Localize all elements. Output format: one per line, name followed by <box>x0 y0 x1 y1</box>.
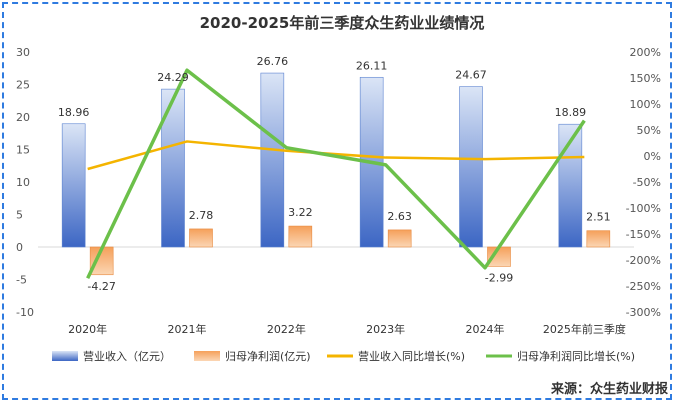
revenue-bar-label: 18.96 <box>58 106 90 119</box>
left-axis-tick-label: -10 <box>16 306 34 319</box>
x-axis-category-label: 2024年 <box>466 322 505 336</box>
revenue-bar <box>260 72 285 248</box>
bars <box>61 72 611 276</box>
legend-revenue-label: 营业收入（亿元） <box>83 349 171 363</box>
revenue-bar-label: 26.11 <box>356 59 388 72</box>
left-axis-tick-label: -5 <box>16 274 27 287</box>
right-axis-tick-label: -50% <box>633 176 661 189</box>
profit-bar <box>288 225 313 248</box>
left-axis-tick-label: 25 <box>16 79 30 92</box>
right-axis-tick-label: 0% <box>644 150 661 163</box>
profit-bar-label: 2.78 <box>189 209 214 222</box>
profit-bar-label: -2.99 <box>485 271 513 284</box>
performance-chart: 2020-2025年前三季度众生药业业绩情况 -10 -5 0 5 10 15 20 25 30… <box>16 14 669 397</box>
profit-bar <box>586 230 611 248</box>
legend-revenue-growth-label: 营业收入同比增长(%) <box>358 349 465 363</box>
revenue-bar-label: 24.29 <box>157 71 189 84</box>
revenue-bar <box>161 88 185 248</box>
x-axis-category-label: 2022年 <box>267 322 306 336</box>
revenue-bar <box>61 123 86 248</box>
revenue-bar <box>459 86 483 248</box>
legend-profit-label: 归母净利润(亿元) <box>225 349 311 363</box>
left-axis-tick-label: 15 <box>16 144 30 157</box>
profit-bar-label: 2.51 <box>586 211 611 224</box>
revenue-bar-label: 18.89 <box>555 106 587 119</box>
left-axis-tick-label: 30 <box>16 46 30 59</box>
left-axis-tick-label: 0 <box>16 241 23 254</box>
legend-profit-swatch <box>194 351 220 361</box>
left-axis-tick-label: 10 <box>16 176 30 189</box>
x-axis-category-label: 2023年 <box>366 322 405 336</box>
chart-title: 2020-2025年前三季度众生药业业绩情况 <box>200 14 485 32</box>
right-axis-tick-label: -150% <box>626 228 661 241</box>
x-axis-category-label: 2021年 <box>168 322 207 336</box>
right-axis-tick-label: 150% <box>630 72 661 85</box>
revenue-growth-line <box>87 140 585 171</box>
profit-bar <box>189 228 213 248</box>
data-labels: 18.96 24.29 26.76 26.11 24.67 18.89 -4.27 2.78 3… <box>58 55 611 293</box>
legend-profit-growth-label: 归母净利润同比增长(%) <box>517 349 635 363</box>
revenue-bar-label: 24.67 <box>455 69 487 82</box>
right-axis-tick-label: 200% <box>630 46 661 59</box>
right-axis-tick-label: 50% <box>637 124 661 137</box>
lines <box>86 68 586 279</box>
profit-bar-label: 2.63 <box>387 210 412 223</box>
left-axis-tick-label: 20 <box>16 111 30 124</box>
right-axis-tick-label: -100% <box>626 202 661 215</box>
right-axis-tick-label: -300% <box>626 306 661 319</box>
x-axis-category-label: 2025年前三季度 <box>543 322 626 336</box>
right-axis-tick-label: -200% <box>626 254 661 267</box>
x-axis-category-label: 2020年 <box>68 322 107 336</box>
revenue-bar-label: 26.76 <box>257 55 289 68</box>
profit-bar-label: 3.22 <box>288 206 313 219</box>
profit-bar <box>387 229 412 248</box>
legend-revenue-swatch <box>52 351 78 361</box>
profit-bar-label: -4.27 <box>87 280 115 293</box>
right-axis-tick-label: 100% <box>630 98 661 111</box>
chart-frame: 2020-2025年前三季度众生药业业绩情况 -10 -5 0 5 10 15 20 25 30… <box>2 2 672 400</box>
profit-growth-line <box>86 68 586 279</box>
right-axis-tick-label: -250% <box>626 280 661 293</box>
source-text: 来源：众生药业财报 <box>550 381 669 397</box>
legend: 营业收入（亿元） 归母净利润(亿元) 营业收入同比增长(%) 归母净利润同比增长(%) <box>52 349 635 363</box>
axes: -10 -5 0 5 10 15 20 25 30 -300% -250% -200% -150% -10… <box>16 46 661 336</box>
left-axis-tick-label: 5 <box>16 209 23 222</box>
revenue-bar <box>558 123 583 248</box>
